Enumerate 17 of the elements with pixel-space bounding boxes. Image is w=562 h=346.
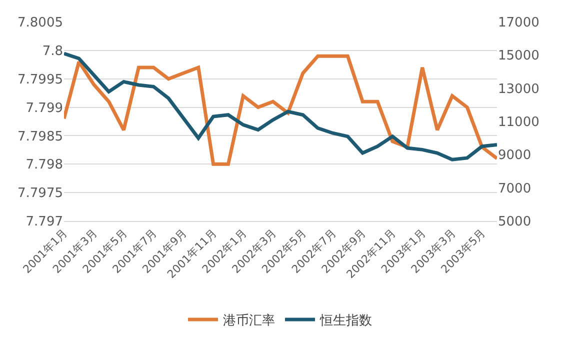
legend-label: 恒生指数 <box>319 314 372 329</box>
y-tick-label: 7.797 <box>26 214 63 230</box>
y2-tick-label: 11000 <box>498 115 540 130</box>
y2-tick-label: 15000 <box>498 48 540 64</box>
y2-tick-label: 17000 <box>498 16 540 31</box>
y-tick-label: 7.7985 <box>18 129 63 144</box>
y2-tick-label: 9000 <box>498 148 532 164</box>
legend-label: 港币汇率 <box>223 312 275 329</box>
y2-tick-label: 13000 <box>498 82 540 97</box>
y2-tick-label: 5000 <box>498 214 532 230</box>
y-tick-label: 7.7975 <box>18 186 63 202</box>
y-tick-label: 7.799 <box>26 100 63 116</box>
y-tick-label: 7.8 <box>42 44 63 59</box>
y-tick-label: 7.798 <box>26 158 63 173</box>
y-tick-label: 7.7995 <box>18 72 63 88</box>
y2-tick-label: 7000 <box>498 181 532 196</box>
y-tick-label: 7.8005 <box>18 16 63 31</box>
